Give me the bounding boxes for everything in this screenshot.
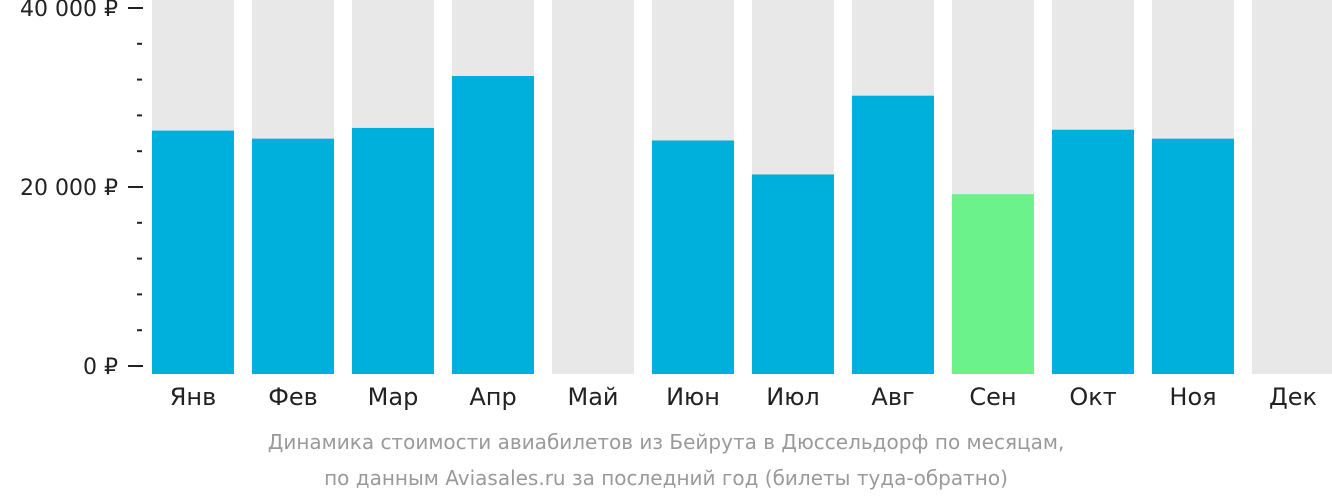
chart-caption-line-1: Динамика стоимости авиабилетов из Бейрут… bbox=[267, 430, 1065, 454]
bar-chart: 0 ₽ 20 000 ₽ 40 000 ₽ Янв Фев Мар Апр Май Июн Ию… bbox=[20, 0, 1332, 411]
y-tick-label: 0 ₽ bbox=[83, 355, 118, 380]
y-axis: 0 ₽ 20 000 ₽ 40 000 ₽ bbox=[20, 0, 143, 380]
x-tick-label: Мар bbox=[368, 383, 419, 411]
x-tick-label: Окт bbox=[1069, 383, 1116, 411]
x-tick-label: Фев bbox=[268, 383, 318, 411]
x-tick-label: Сен bbox=[969, 383, 1016, 411]
x-axis: Янв Фев Мар Апр Май Июн Июл Авг Сен Окт Ноя Дек bbox=[170, 383, 1317, 411]
bar-1[interactable] bbox=[152, 130, 234, 374]
x-tick-label: Июл bbox=[766, 383, 820, 411]
data-bars bbox=[152, 76, 1234, 375]
chart-caption-line-2: по данным Aviasales.ru за последний год … bbox=[324, 466, 1008, 490]
bar-10[interactable] bbox=[1052, 129, 1134, 374]
background-bar bbox=[552, 0, 634, 374]
bar-2[interactable] bbox=[252, 138, 334, 374]
background-bar bbox=[1252, 0, 1332, 374]
bar-4[interactable] bbox=[452, 76, 534, 375]
bar-9[interactable] bbox=[952, 194, 1034, 374]
y-tick-label: 40 000 ₽ bbox=[20, 0, 118, 22]
x-tick-label: Дек bbox=[1269, 383, 1317, 411]
x-tick-label: Апр bbox=[469, 383, 516, 411]
bar-11[interactable] bbox=[1152, 138, 1234, 374]
x-tick-label: Янв bbox=[170, 383, 217, 411]
x-tick-label: Ноя bbox=[1169, 383, 1216, 411]
x-tick-label: Авг bbox=[871, 383, 914, 411]
x-tick-label: Июн bbox=[666, 383, 720, 411]
x-tick-label: Май bbox=[567, 383, 618, 411]
bar-7[interactable] bbox=[752, 174, 834, 374]
bar-3[interactable] bbox=[352, 127, 434, 375]
bar-6[interactable] bbox=[652, 140, 734, 374]
y-tick-label: 20 000 ₽ bbox=[20, 176, 118, 201]
bar-8[interactable] bbox=[852, 95, 934, 375]
